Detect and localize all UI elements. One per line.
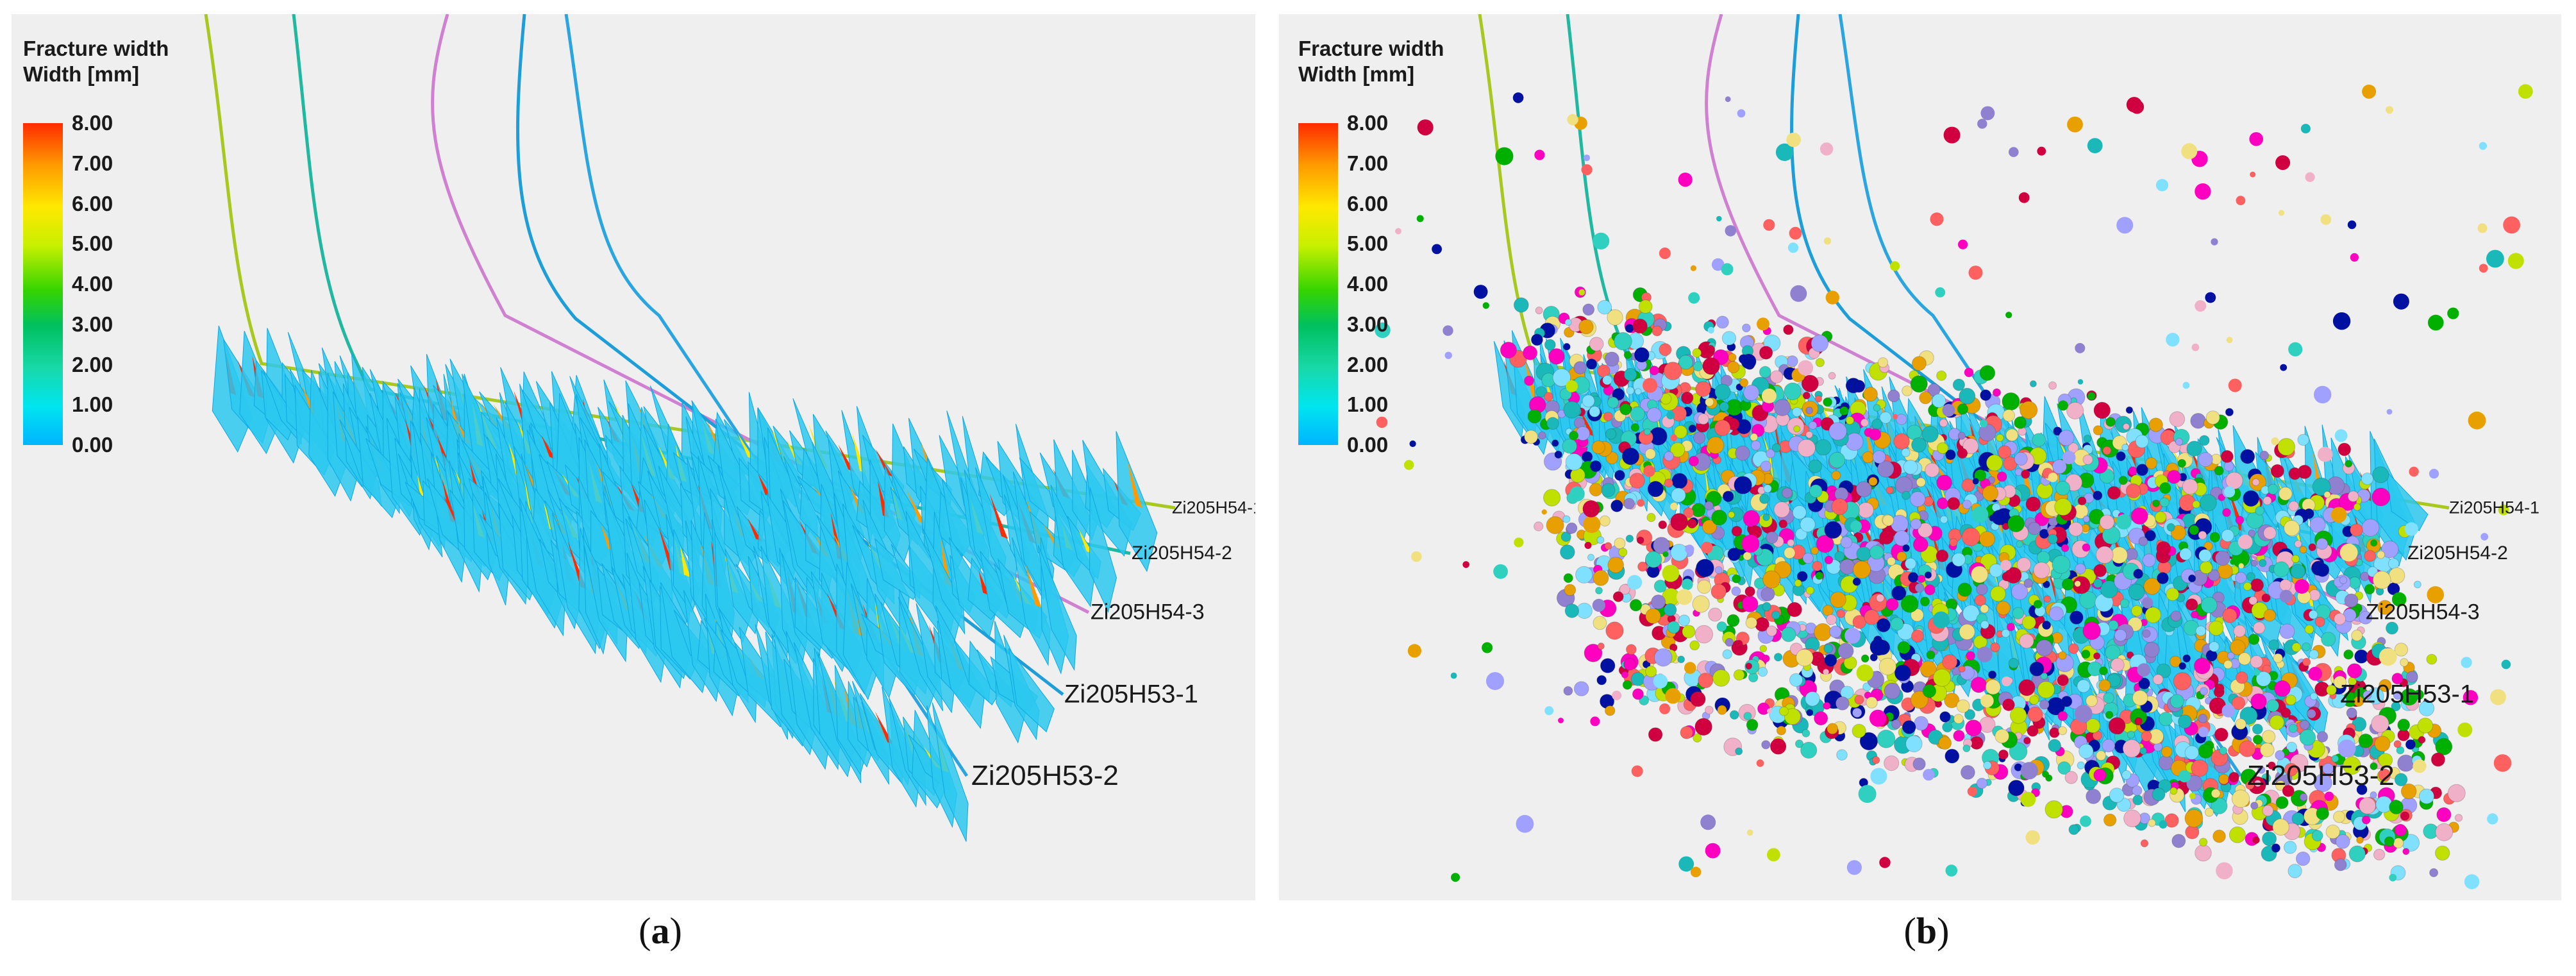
colorbar-tick: 6.00 — [1347, 191, 1389, 215]
well-label-zi205h54-2: Zi205H54-2 — [1132, 543, 1232, 564]
panel-b-microseismic-model: Fracture width Width [mm] 8.00 7.00 6.00… — [1279, 14, 2561, 900]
well-trajectory — [292, 14, 1131, 555]
colorbar-tick: 7.00 — [72, 151, 113, 175]
well-trajectory — [564, 14, 969, 777]
panel-a-fracture-model: Fracture width Width [mm] 8.00 7.00 6.00… — [12, 14, 1255, 900]
well-label-zi205h54-1: Zi205H54-1 — [2449, 498, 2540, 517]
colorbar-tick: 0.00 — [1347, 433, 1389, 457]
colorbar-tick: 5.00 — [1347, 231, 1389, 256]
legend-title: Fracture width — [1298, 37, 1444, 60]
colorbar-tick: 1.00 — [72, 392, 113, 417]
fracture-network — [212, 325, 1158, 842]
well-label-zi205h53-1: Zi205H53-1 — [2340, 680, 2475, 709]
colorbar-tick: 8.00 — [72, 111, 113, 135]
colorbar-tick: 6.00 — [72, 191, 113, 215]
colorbar-tick: 5.00 — [72, 231, 113, 256]
microseismic-events — [1375, 84, 2533, 889]
colorbar-tick: 8.00 — [1347, 111, 1389, 135]
colorbar-legend: Fracture width Width [mm] 8.00 7.00 6.00… — [23, 37, 215, 460]
well-label-zi205h54-2: Zi205H54-2 — [2407, 543, 2508, 564]
well-label-zi205h54-3: Zi205H54-3 — [1091, 600, 1205, 625]
caption-b: (b) — [1903, 910, 1950, 952]
fracture-scene-a — [204, 14, 1176, 842]
legend-unit: Width [mm] — [23, 62, 140, 86]
well-trajectory — [1478, 14, 2450, 510]
colorbar-gradient — [23, 123, 63, 445]
well-trajectory — [1838, 14, 2243, 777]
legend-title: Fracture width — [23, 37, 169, 60]
well-label-zi205h53-2: Zi205H53-2 — [2247, 760, 2395, 791]
colorbar-tick: 3.00 — [72, 312, 113, 336]
well-label-zi205h53-2: Zi205H53-2 — [971, 760, 1119, 791]
caption-a: (a) — [639, 910, 682, 952]
well-label-zi205h53-1: Zi205H53-1 — [1064, 680, 1199, 709]
colorbar-tick: 2.00 — [1347, 352, 1389, 376]
well-label-zi205h54-1: Zi205H54-1 — [1172, 498, 1255, 517]
well-trajectory — [431, 14, 1090, 614]
fracture-scene-b — [1375, 14, 2533, 889]
colorbar-gradient — [1298, 123, 1338, 445]
colorbar-tick: 0.00 — [72, 433, 113, 457]
colorbar-tick: 4.00 — [72, 272, 113, 296]
well-trajectory — [516, 14, 1064, 696]
colorbar-legend: Fracture width Width [mm] 8.00 7.00 6.00… — [1298, 37, 1491, 460]
legend-unit: Width [mm] — [1298, 62, 1415, 86]
well-label-zi205h54-3: Zi205H54-3 — [2366, 600, 2480, 625]
colorbar-tick: 3.00 — [1347, 312, 1389, 336]
colorbar-tick: 7.00 — [1347, 151, 1389, 175]
colorbar-tick: 4.00 — [1347, 272, 1389, 296]
well-trajectory — [1705, 14, 2364, 614]
colorbar-tick: 1.00 — [1347, 392, 1389, 417]
colorbar-tick: 2.00 — [72, 352, 113, 376]
well-trajectory — [204, 14, 1176, 510]
